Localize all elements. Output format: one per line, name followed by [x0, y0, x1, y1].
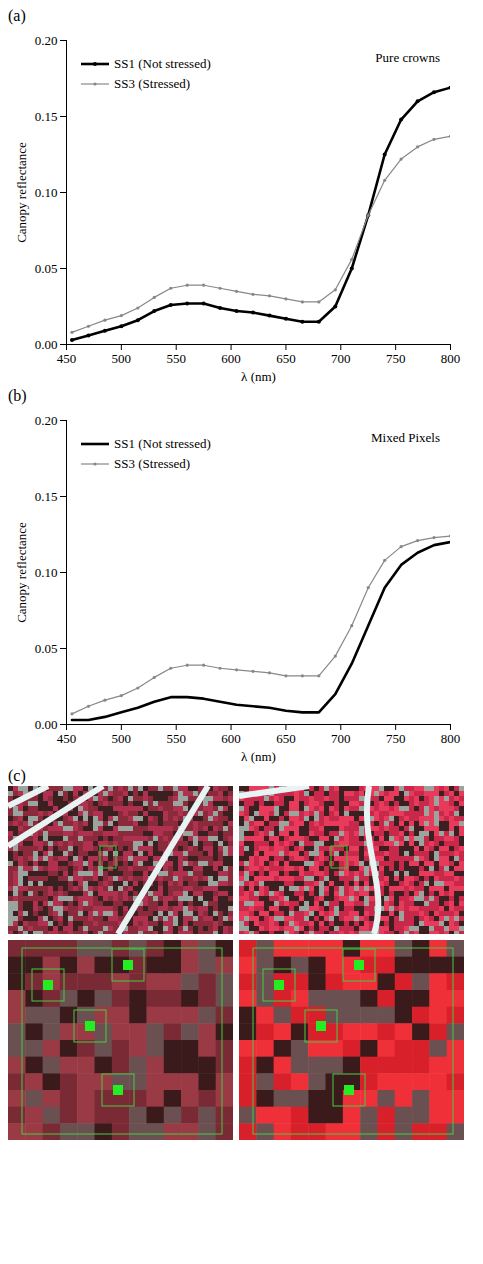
svg-text:500: 500 [112, 731, 132, 746]
svg-text:0.00: 0.00 [35, 717, 58, 732]
svg-text:0.15: 0.15 [35, 489, 58, 504]
svg-text:700: 700 [331, 731, 351, 746]
svg-text:450: 450 [57, 351, 77, 366]
svg-text:Canopy reflectance: Canopy reflectance [14, 522, 29, 623]
svg-text:0.20: 0.20 [35, 33, 58, 48]
svg-text:700: 700 [331, 351, 351, 366]
svg-text:600: 600 [221, 351, 241, 366]
svg-text:0.05: 0.05 [35, 261, 58, 276]
svg-text:0.10: 0.10 [35, 565, 58, 580]
svg-text:800: 800 [441, 731, 461, 746]
svg-text:0.15: 0.15 [35, 109, 58, 124]
svg-text:750: 750 [386, 351, 406, 366]
svg-text:650: 650 [276, 351, 296, 366]
svg-text:0.00: 0.00 [35, 337, 58, 352]
svg-text:Canopy reflectance: Canopy reflectance [14, 142, 29, 243]
html-text:SS1 (Not stressed): SS1 (Not stressed) [114, 56, 211, 71]
svg-text:0.10: 0.10 [35, 185, 58, 200]
svg-text:500: 500 [112, 351, 132, 366]
html-text:(b): (b) [8, 387, 27, 404]
html-text:SS1 (Not stressed): SS1 (Not stressed) [114, 436, 211, 451]
html-text:SS3 (Stressed): SS3 (Stressed) [114, 76, 191, 91]
html-text:(a): (a) [8, 7, 26, 24]
svg-text:650: 650 [276, 731, 296, 746]
svg-text:450: 450 [57, 731, 77, 746]
html-text:Mixed Pixels: Mixed Pixels [371, 430, 440, 445]
svg-text:550: 550 [166, 731, 186, 746]
html-text:(c): (c) [8, 767, 26, 784]
svg-text:λ (nm): λ (nm) [241, 369, 276, 384]
svg-text:750: 750 [386, 731, 406, 746]
svg-text:0.05: 0.05 [35, 641, 58, 656]
svg-text:800: 800 [441, 351, 461, 366]
svg-text:600: 600 [221, 731, 241, 746]
svg-text:0.20: 0.20 [35, 413, 58, 428]
html-text:Pure crowns: Pure crowns [375, 50, 440, 65]
svg-text:550: 550 [166, 351, 186, 366]
html-text:SS3 (Stressed): SS3 (Stressed) [114, 456, 191, 471]
svg-text:λ (nm): λ (nm) [241, 749, 276, 764]
